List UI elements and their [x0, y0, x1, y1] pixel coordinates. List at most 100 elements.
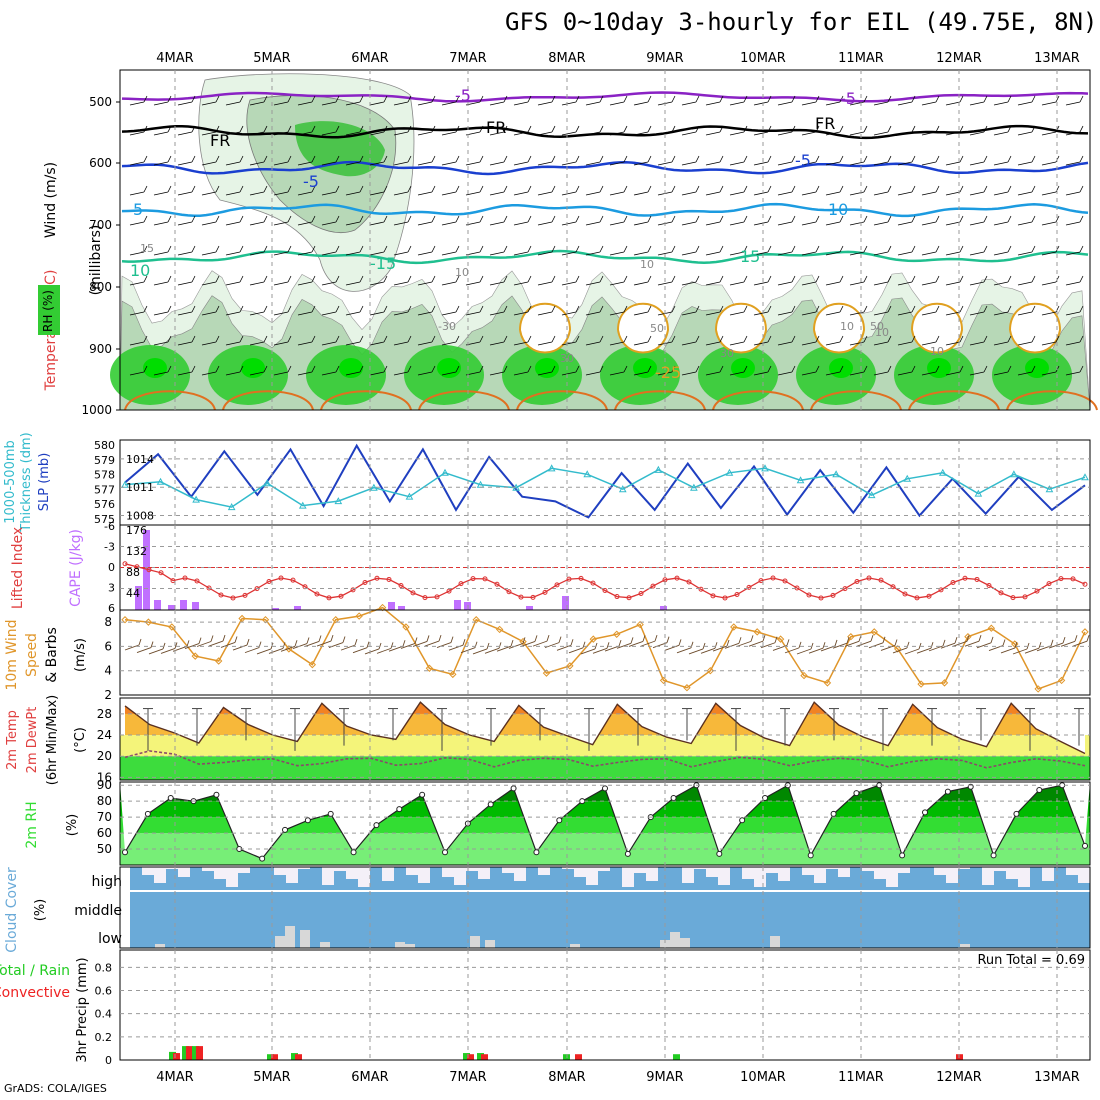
wind-barb	[705, 131, 721, 136]
wind-barb	[633, 131, 649, 136]
wind-barb-flag	[215, 95, 220, 103]
precip-total-label: Total / Rain	[0, 963, 70, 979]
wind-barb	[1041, 221, 1057, 226]
wind-barb	[777, 251, 793, 256]
wind-barb	[753, 311, 769, 316]
wind-barb-10m	[976, 642, 992, 649]
wind-barb-flag	[407, 305, 412, 313]
wind-barb	[225, 311, 241, 316]
wind-barb-flag	[647, 245, 652, 253]
rh2m-point	[830, 810, 837, 817]
wind-barb-10m	[928, 645, 944, 652]
wind-barb	[177, 221, 193, 226]
wind-barb	[1041, 281, 1057, 286]
thickness-point	[227, 503, 236, 511]
wind-barb-10m	[892, 647, 908, 654]
wind-barb-flag	[287, 245, 292, 253]
wind-barb-flag	[983, 245, 988, 253]
wind-barb	[249, 341, 265, 346]
wind-barb-flag	[767, 305, 772, 313]
wind-barb-flag	[791, 275, 796, 283]
wind-barb-10m	[868, 642, 884, 649]
wind-barb	[681, 371, 697, 376]
wind-barb	[225, 221, 241, 226]
wind-barb	[417, 311, 433, 316]
wind-barb-flag	[599, 275, 604, 283]
wind-barb	[921, 341, 937, 346]
wind-units-label: (m/s)	[73, 638, 88, 672]
wind-speed-line	[124, 606, 1086, 690]
rh2m-point	[373, 822, 380, 829]
wind-barb-flag	[503, 245, 508, 253]
rh2m-point	[762, 794, 768, 801]
wind-barb	[345, 191, 361, 196]
wind-barb	[609, 311, 625, 316]
wind-barb	[297, 341, 313, 346]
wind-barb	[849, 281, 865, 286]
precip-bar	[477, 1053, 484, 1060]
thickness-tick: 575	[94, 513, 115, 526]
thickness-point	[192, 495, 200, 503]
wind-speed-point	[589, 635, 598, 643]
wind-barb-flag	[455, 305, 460, 313]
wind-barb-flag	[335, 185, 340, 193]
wind-barb-flag	[887, 155, 892, 163]
wind-barb	[705, 371, 721, 376]
wind-barb	[321, 371, 337, 376]
cloud-high-gap	[838, 867, 850, 877]
wind-barb	[345, 101, 361, 106]
wind-barb	[129, 251, 145, 256]
wind-speed-point	[1034, 685, 1042, 693]
wind-barb-10m-flag	[1086, 635, 1090, 642]
wind-barb-flag	[863, 95, 868, 103]
wind-barb-flag	[935, 365, 940, 373]
wind-barb-flag	[911, 125, 916, 133]
wind-barb	[993, 131, 1009, 136]
wind-barb	[969, 341, 985, 346]
wind-barb-10m-flag	[138, 638, 142, 646]
wind-barb	[537, 221, 553, 226]
wind-barb-flag	[431, 155, 436, 163]
wind-barb	[393, 371, 409, 376]
wind-barb-flag	[791, 125, 796, 133]
wind-barb-flag	[143, 275, 148, 283]
wind-barb-flag	[935, 95, 940, 103]
cloud-high-gap	[238, 867, 250, 873]
wind-barb	[225, 161, 241, 166]
wind-barb-flag	[1031, 335, 1036, 343]
wind-barb	[561, 281, 577, 286]
wind-barb-flag	[695, 125, 700, 133]
cloud-low-block	[660, 940, 670, 948]
wind-barb-10m-flag	[822, 642, 826, 649]
wind-barb-flag	[479, 305, 484, 313]
temp-line	[124, 701, 1086, 755]
wind-barb	[1041, 191, 1057, 196]
credit-text: GrADS: COLA/IGES	[4, 1082, 107, 1095]
cape-bar	[154, 600, 161, 610]
wind-barb-flag	[623, 335, 628, 343]
rh2m-point	[350, 849, 357, 856]
li-tick: -3	[104, 541, 115, 554]
wind-barb	[969, 311, 985, 316]
rh2m-point	[396, 806, 403, 813]
wind-speed-point	[636, 620, 644, 629]
wind-barb	[1041, 101, 1057, 106]
rh2m-tick: 80	[97, 794, 112, 808]
wind-barb	[273, 221, 289, 226]
rh-axis-label: RH (%)	[41, 290, 55, 332]
wind-barb-flag	[959, 365, 964, 373]
thickness-tick: 578	[94, 469, 115, 482]
temp-tick: 24	[97, 728, 112, 742]
wind-barb	[729, 311, 745, 316]
cloud-high-gap	[598, 867, 610, 871]
rh-legend-swatch	[38, 285, 60, 335]
wind-barb-flag	[599, 125, 604, 133]
wind-barb	[777, 191, 793, 196]
wind-barb	[777, 341, 793, 346]
wind-barb	[657, 131, 673, 136]
slp-line	[124, 443, 1086, 519]
wind-barb-flag	[743, 95, 748, 103]
wind-barb-flag	[527, 215, 532, 223]
wind-barb-flag	[551, 185, 556, 193]
